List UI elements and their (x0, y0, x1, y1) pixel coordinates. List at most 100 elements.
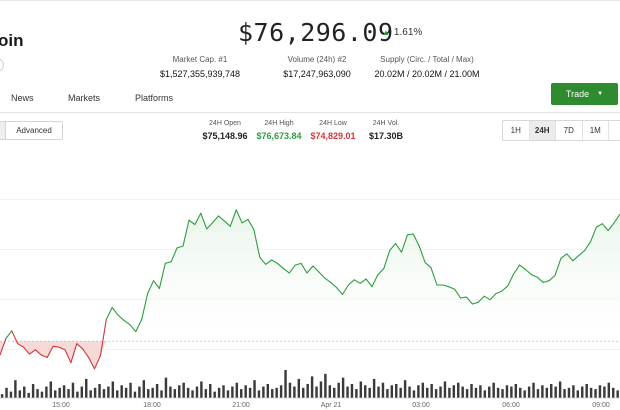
price-segment (412, 233, 420, 247)
stat-value: 20.02M / 20.02M / 21.00M (374, 69, 480, 79)
price-segment (465, 296, 473, 305)
volume-bar (5, 387, 8, 398)
watchlist-star-icon[interactable] (0, 58, 4, 72)
trade-button[interactable]: Trade ▼ (551, 83, 618, 105)
price-segment (324, 277, 332, 283)
price-segment (383, 249, 391, 270)
volume-bar (368, 387, 371, 398)
volume-bar (155, 384, 159, 398)
price-segment (513, 264, 521, 275)
volume-bar (204, 389, 208, 398)
ohlc-open: 24H Open $75,148.96 (198, 120, 252, 141)
view-toggle[interactable]: Advanced (0, 121, 63, 140)
timeframe-1h[interactable]: 1H (503, 121, 530, 140)
timeframe-1m[interactable]: 1M (583, 121, 609, 140)
volume-bar (93, 387, 97, 398)
volume-bar (231, 386, 234, 398)
volume-bar (191, 390, 194, 398)
volume-bar (98, 384, 101, 398)
volume-bar (333, 387, 336, 398)
price-segment (300, 262, 308, 274)
price-change-value: 1.61% (393, 27, 423, 38)
stat-value: $17,247,963,090 (283, 69, 351, 79)
volume-bar (576, 390, 580, 398)
volume-bar (355, 389, 358, 398)
price-segment (430, 267, 438, 286)
volume-bar (505, 385, 509, 398)
price-segment (607, 222, 615, 232)
price-segment (400, 234, 408, 253)
price-segment (495, 290, 503, 295)
volume-bar (589, 387, 593, 398)
price-segment (306, 265, 314, 274)
price-segment (206, 222, 214, 230)
volume-bar (346, 386, 349, 398)
price-segment (601, 223, 609, 232)
price-segment (341, 284, 349, 296)
view-toggle-advanced[interactable]: Advanced (16, 126, 52, 135)
price-segment (507, 273, 515, 287)
tab-markets[interactable]: Markets (68, 93, 101, 103)
price-segment (11, 330, 19, 345)
price-segment (530, 274, 538, 278)
volume-bar (23, 386, 26, 398)
timeframe-selector: 1H 24H 7D 1M Y (502, 120, 620, 141)
price-segment (0, 337, 7, 356)
volume-bar (337, 382, 340, 398)
tab-news[interactable]: News (11, 93, 34, 103)
price-segment (353, 279, 361, 284)
tab-platforms[interactable]: Platforms (135, 93, 174, 103)
volume-bar (271, 389, 274, 398)
timeframe-y[interactable]: Y (609, 121, 620, 140)
price-segment (489, 293, 497, 301)
volume-bar (399, 387, 402, 398)
volume-bar (80, 386, 84, 398)
volume-bar (107, 386, 110, 398)
volume-bar (124, 387, 128, 398)
price-segment (566, 253, 574, 262)
price-segment (135, 318, 143, 333)
area-above-open (0, 209, 620, 342)
price-segment (5, 330, 13, 340)
volume-bar (395, 384, 398, 398)
timeframe-24h[interactable]: 24H (529, 121, 556, 140)
volume-bar (585, 384, 588, 398)
price-segment (212, 215, 220, 224)
volume-bar (430, 384, 433, 398)
volume-bar (36, 389, 39, 398)
price-segment (442, 284, 450, 288)
price-line (0, 209, 620, 370)
volume-bar (302, 387, 305, 398)
volume-bar (417, 385, 420, 398)
x-tick-label: Apr 21 (321, 402, 342, 409)
volume-bar (541, 385, 544, 398)
price-segment (572, 255, 580, 262)
view-toggle-basic[interactable] (0, 122, 6, 139)
volume-bar (133, 391, 137, 398)
ohlc-label: 24H Vol. (372, 120, 400, 127)
volume-bar (49, 381, 53, 398)
volume-bar (45, 386, 48, 398)
price-segment (595, 223, 603, 228)
volume-bar (350, 384, 354, 398)
volume-bar (558, 381, 562, 398)
price-segment (82, 348, 90, 359)
volume-bar (612, 387, 615, 398)
area-below-open (0, 341, 620, 369)
timeframe-7d[interactable]: 7D (556, 121, 583, 140)
price-segment (330, 281, 338, 289)
stat-volume: Volume (24h) #2 $17,247,963,090 (262, 55, 372, 79)
price-segment (259, 256, 267, 265)
price-segment (164, 261, 172, 264)
ohlc-label: 24H Open (209, 120, 241, 127)
price-segment (176, 245, 184, 249)
volume-bar (448, 387, 451, 398)
price-change: ▲ 1.61% (382, 27, 422, 38)
stat-value: $1,527,355,939,748 (159, 69, 241, 79)
price-chart[interactable]: 15:00 18:00 21:00 Apr 21 03:00 06:00 09:00 (0, 150, 620, 410)
stat-label: Volume (24h) #2 (287, 55, 347, 64)
price-segment (235, 209, 243, 224)
price-segment (182, 219, 190, 247)
x-tick-label: 03:00 (412, 402, 430, 409)
volume-bar (142, 380, 146, 398)
